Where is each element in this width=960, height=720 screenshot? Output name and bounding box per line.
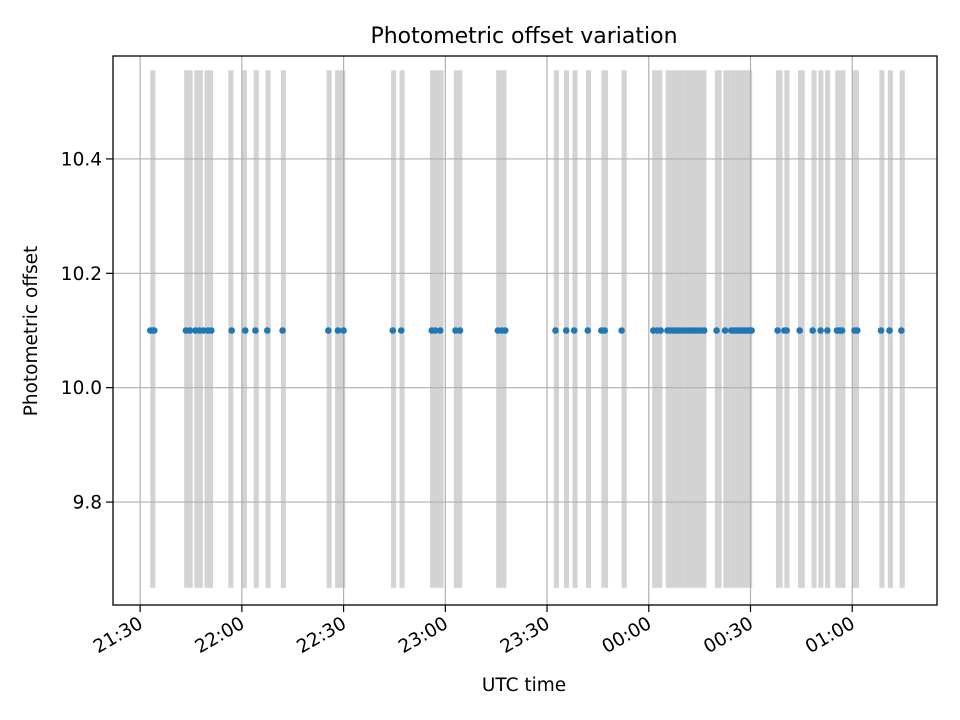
data-point	[436, 327, 444, 334]
data-point	[700, 327, 708, 334]
data-point	[200, 327, 207, 334]
data-point	[584, 327, 592, 334]
data-point	[431, 327, 439, 334]
data-point	[748, 327, 755, 334]
y-tick-label: 10.2	[61, 264, 102, 285]
data-point	[898, 327, 905, 334]
data-point	[877, 327, 885, 334]
data-point	[150, 327, 158, 334]
y-axis-label: Photometric offset	[21, 246, 42, 417]
data-points	[147, 327, 905, 334]
data-point	[263, 327, 271, 334]
data-point	[774, 327, 781, 334]
data-point	[796, 327, 803, 334]
data-point	[838, 327, 846, 334]
data-point	[657, 327, 664, 334]
data-point	[809, 327, 816, 334]
data-point	[570, 327, 578, 334]
data-point	[340, 327, 347, 334]
data-point	[208, 327, 215, 334]
data-point	[713, 327, 720, 334]
data-point	[824, 327, 831, 334]
chart-title: Photometric offset variation	[370, 24, 677, 49]
data-point	[886, 327, 893, 334]
data-point	[397, 327, 405, 334]
data-point	[456, 327, 464, 334]
data-point	[562, 327, 570, 334]
x-axis-label: UTC time	[482, 675, 566, 696]
data-point	[501, 327, 509, 334]
data-point	[721, 327, 729, 334]
data-point	[452, 327, 459, 334]
y-tick-label: 10.0	[61, 378, 102, 399]
y-tick-label: 9.8	[73, 493, 102, 514]
data-point	[783, 327, 790, 334]
data-point	[854, 327, 861, 334]
data-point	[552, 327, 559, 334]
data-point	[228, 327, 235, 334]
data-point	[186, 327, 194, 334]
data-point	[601, 327, 608, 334]
data-point	[389, 327, 397, 334]
plot-frame	[112, 55, 938, 606]
data-point	[279, 327, 286, 334]
data-point	[618, 327, 625, 334]
data-point	[252, 327, 259, 334]
data-point	[817, 327, 824, 334]
data-point	[334, 327, 342, 334]
data-point	[241, 327, 249, 334]
data-point	[325, 327, 332, 334]
y-tick-label: 10.4	[61, 149, 102, 170]
